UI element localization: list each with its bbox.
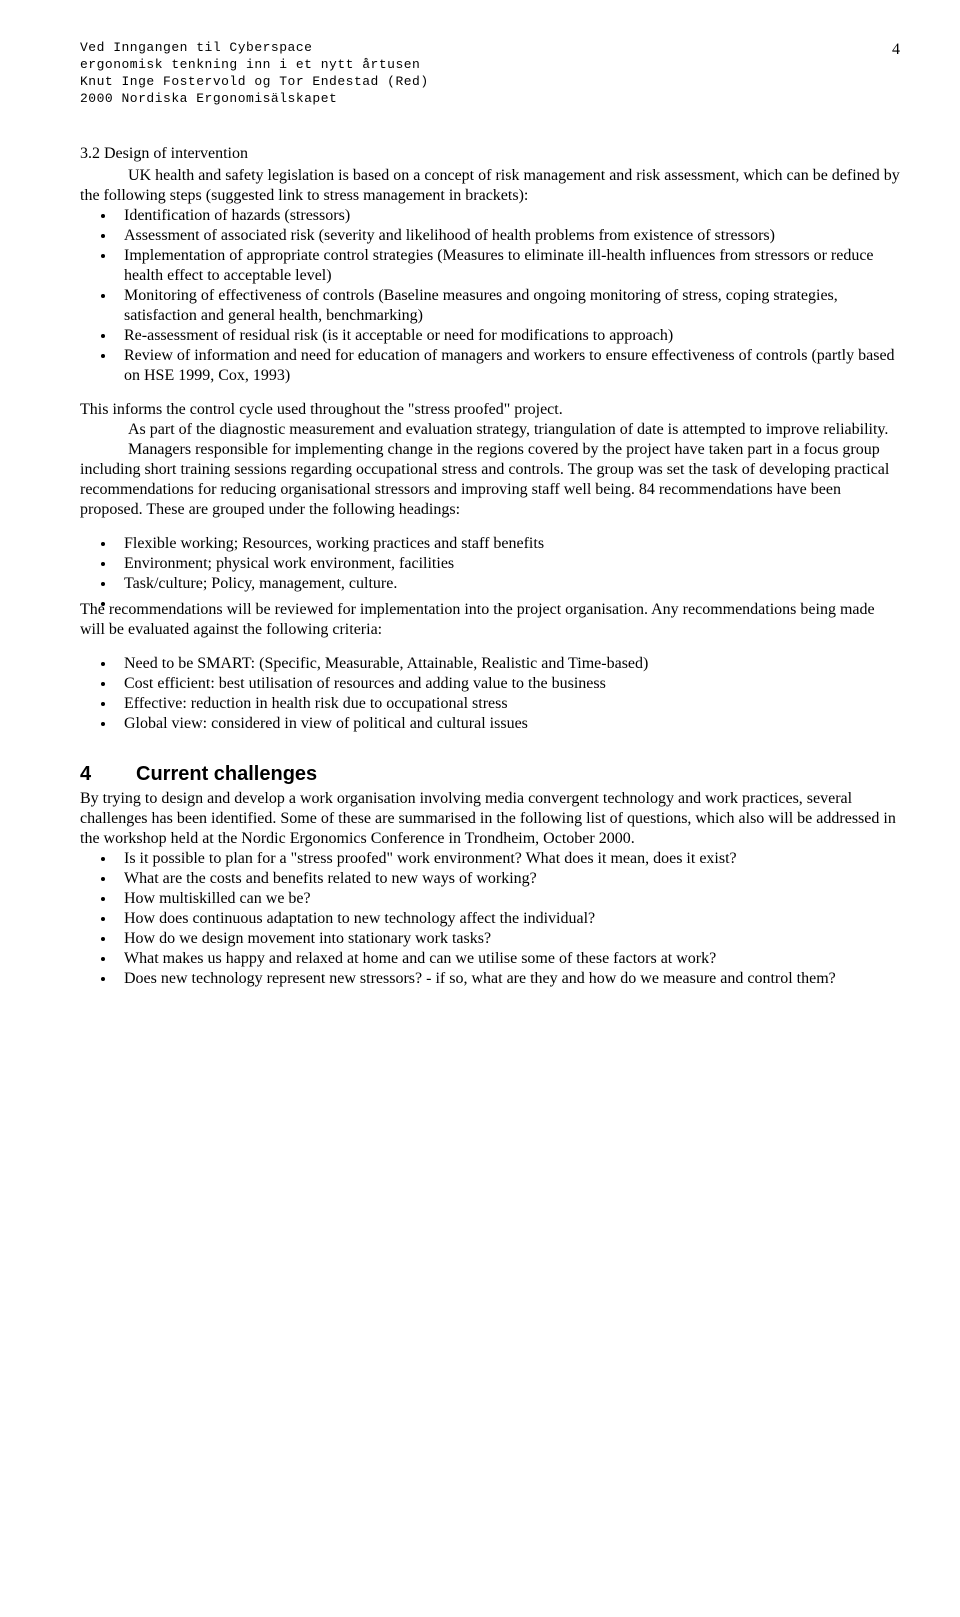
section-3-2-bullets-3: Need to be SMART: (Specific, Measurable,… [80,654,900,734]
list-item: Need to be SMART: (Specific, Measurable,… [116,654,900,674]
section-4-heading: 4Current challenges [80,762,900,787]
list-item: Task/culture; Policy, management, cultur… [116,574,900,594]
list-item: Flexible working; Resources, working pra… [116,534,900,554]
list-item: Global view: considered in view of polit… [116,714,900,734]
section-3-2-body: This informs the control cycle used thro… [80,400,900,520]
header-line-2: ergonomisk tenkning inn i et nytt årtuse… [80,57,900,74]
list-item: Identification of hazards (stressors) [116,206,900,226]
section-3-2-bullets: Identification of hazards (stressors) As… [80,206,900,386]
list-item: Monitoring of effectiveness of controls … [116,286,900,326]
list-item: Implementation of appropriate control st… [116,246,900,286]
list-item: Environment; physical work environment, … [116,554,900,574]
list-item: Review of information and need for educa… [116,346,900,386]
page-header: Ved Inngangen til Cyberspace ergonomisk … [80,40,900,108]
section-3-2-title: 3.2 Design of intervention [80,144,900,164]
page-number: 4 [892,40,900,61]
section-4-number: 4 [80,762,136,787]
section-4-title: Current challenges [136,763,317,785]
list-item: What are the costs and benefits related … [116,869,900,889]
section-3-2-intro: UK health and safety legislation is base… [80,166,900,206]
list-item: How does continuous adaptation to new te… [116,909,900,929]
section-4-bullets: Is it possible to plan for a "stress pro… [80,849,900,989]
list-item: How multiskilled can we be? [116,889,900,909]
header-line-4: 2000 Nordiska Ergonomisälskapet [80,91,900,108]
paragraph: As part of the diagnostic measurement an… [80,420,900,440]
paragraph: Managers responsible for implementing ch… [80,440,900,520]
paragraph: The recommendations will be reviewed for… [80,600,900,640]
list-item: What makes us happy and relaxed at home … [116,949,900,969]
list-item: Does new technology represent new stress… [116,969,900,989]
list-item: How do we design movement into stationar… [116,929,900,949]
header-line-3: Knut Inge Fostervold og Tor Endestad (Re… [80,74,900,91]
header-line-1: Ved Inngangen til Cyberspace [80,40,900,57]
list-item: Cost efficient: best utilisation of reso… [116,674,900,694]
list-item: Re-assessment of residual risk (is it ac… [116,326,900,346]
list-item: Assessment of associated risk (severity … [116,226,900,246]
list-item: Is it possible to plan for a "stress pro… [116,849,900,869]
list-item: Effective: reduction in health risk due … [116,694,900,714]
paragraph: This informs the control cycle used thro… [80,400,900,420]
section-3-2: 3.2 Design of intervention UK health and… [80,144,900,386]
section-4-intro: By trying to design and develop a work o… [80,789,900,849]
